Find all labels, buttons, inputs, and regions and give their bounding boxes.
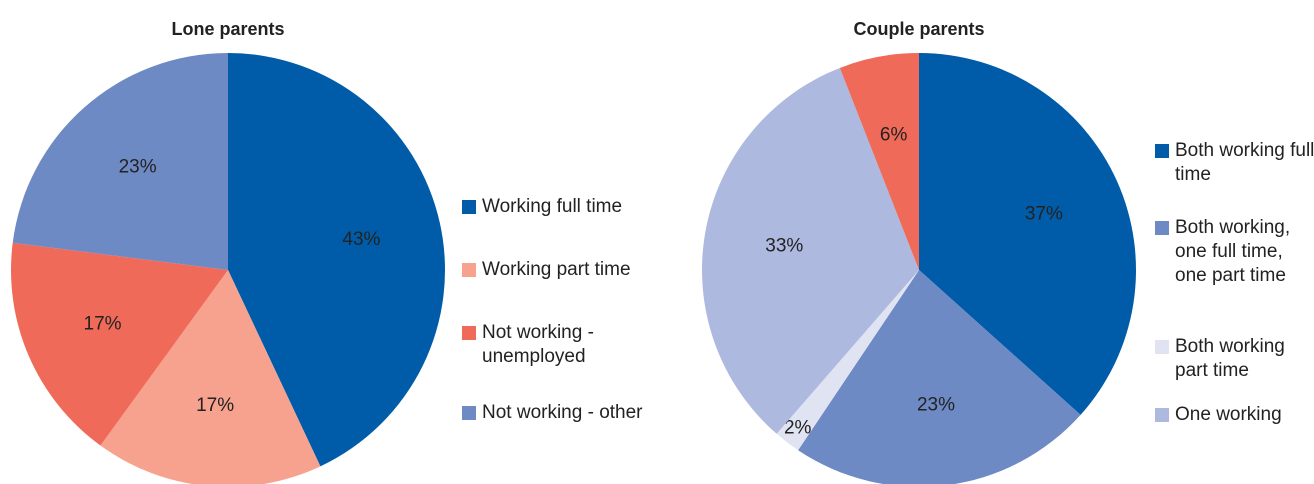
legend-label: Both working full time xyxy=(1175,140,1314,185)
data-label: 6% xyxy=(880,125,908,146)
legend-swatch xyxy=(1155,408,1169,422)
legend-swatch xyxy=(462,406,476,420)
legend-swatch xyxy=(462,263,476,277)
pie-slice xyxy=(10,242,228,446)
legend-swatch xyxy=(462,200,476,214)
legend-item: Both working, one full time, one part ti… xyxy=(1155,216,1314,288)
chart-title: Couple parents xyxy=(853,19,984,39)
data-label: 17% xyxy=(196,395,234,416)
legend-item: Both working part time xyxy=(1155,335,1314,383)
data-label: 23% xyxy=(119,156,157,177)
pie-slice xyxy=(776,270,919,451)
pie-slice xyxy=(228,53,445,467)
legend-label: Working full time xyxy=(482,196,623,217)
legend-label: Both working, one full time, one part ti… xyxy=(1175,217,1291,286)
pie-slice xyxy=(798,270,1081,484)
data-label: 23% xyxy=(917,395,955,416)
legend-label: Working part time xyxy=(482,259,631,280)
legend-swatch xyxy=(1155,340,1169,354)
legend-item: Working full time xyxy=(462,195,682,219)
chart-title: Lone parents xyxy=(171,19,284,39)
legend-item: One working xyxy=(1155,403,1314,427)
pie-slice xyxy=(100,270,321,484)
legend-label: One working xyxy=(1175,404,1282,425)
legend-swatch xyxy=(1155,221,1169,235)
pie-slice xyxy=(839,53,919,270)
data-label: 37% xyxy=(1025,203,1063,224)
data-label: 17% xyxy=(84,313,122,334)
pie-slice xyxy=(702,67,919,434)
data-label: 43% xyxy=(342,229,380,250)
pie-slice xyxy=(919,53,1136,415)
legend-label: Not working - unemployed xyxy=(482,322,594,367)
legend-item: Both working full time xyxy=(1155,139,1314,187)
legend-item: Not working - unemployed xyxy=(462,321,682,369)
legend-swatch xyxy=(1155,144,1169,158)
data-label: 33% xyxy=(765,236,803,257)
legend-item: Not working - other xyxy=(462,401,682,425)
pie-slice xyxy=(12,53,229,270)
legend-item: Working part time xyxy=(462,258,682,282)
legend-swatch xyxy=(462,326,476,340)
legend-label: Both working part time xyxy=(1175,336,1285,381)
data-label: 2% xyxy=(784,418,812,439)
legend-label: Not working - other xyxy=(482,402,643,423)
